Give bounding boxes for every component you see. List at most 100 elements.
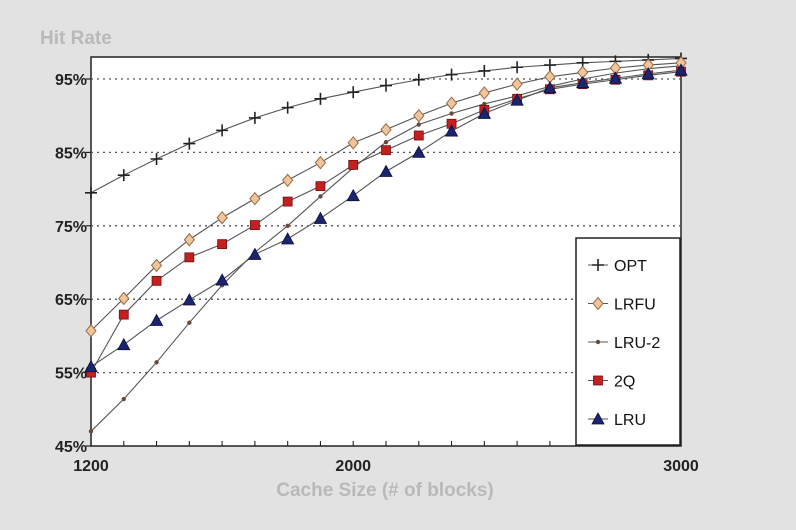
data-point-lru [608,71,623,84]
series-lru [84,63,688,373]
data-point-lrfu [118,291,130,306]
data-point-lrfu [249,191,261,206]
data-point-lrfu [380,122,392,137]
data-point-lrfu [445,96,458,111]
legend-item-lru2: LRU-2 [588,335,660,352]
data-point-opt [445,68,458,81]
data-point-opt [347,86,360,99]
legend-label-lru: LRU [614,412,646,429]
data-point-lrfu [413,108,425,123]
data-point-lru [510,93,524,106]
legend-item-2q: 2Q [588,374,635,391]
data-point-lru [182,293,197,306]
data-point-2q [381,145,391,156]
x-tick-label: 2000 [335,458,371,475]
y-axis-title: Hit Rate [40,28,112,49]
series-layer [84,52,688,434]
x-tick-label: 1200 [73,458,109,475]
data-point-lrfu [85,323,97,338]
legend-label-lrfu: LRFU [614,297,656,314]
data-point-2q [249,220,260,230]
data-point-opt [216,124,229,137]
data-point-lru [346,188,360,202]
data-point-lru2 [285,223,290,228]
y-tick-label: 65% [55,292,87,309]
data-point-2q [184,252,195,263]
data-point-lru [575,75,590,89]
data-point-lrfu [183,232,195,247]
data-point-lru2 [416,122,421,127]
data-point-opt [85,186,97,199]
data-point-2q [151,275,162,286]
data-point-lru [379,164,393,177]
data-point-opt [543,59,556,72]
legend-item-lrfu: LRFU [588,297,656,314]
data-point-lru2 [88,429,94,434]
data-point-lru2 [318,194,323,199]
data-point-lru [444,124,459,137]
y-tick-label: 85% [55,145,87,162]
data-point-lru [477,106,492,119]
data-point-lru [280,232,295,245]
legend-label-opt: OPT [614,258,647,275]
legend-marker-lrfu [592,296,604,311]
data-point-lru2 [383,139,389,145]
legend-label-2q: 2Q [614,374,635,391]
data-point-opt [412,73,425,86]
data-point-lru2 [154,360,159,365]
data-point-opt [183,137,196,150]
data-point-lru [149,313,164,326]
axis-ticks: 45% 55% 65% 75% 85% 95% 1200 2000 3000 [55,72,699,475]
data-point-lru [313,211,328,224]
data-point-lru2 [449,111,454,116]
legend-marker-lru [591,412,605,425]
y-tick-label: 55% [55,366,87,383]
data-point-2q [118,309,129,320]
x-tick-label: 3000 [663,458,699,475]
legend: OPT LRFU LRU-2 2Q LRU [575,237,681,446]
legend-label-lru2: LRU-2 [614,335,660,352]
legend-marker-opt [592,259,604,271]
data-point-opt [281,101,294,114]
data-point-lrfu [511,77,523,91]
data-point-2q [348,159,359,170]
legend-marker-2q [593,375,603,386]
data-point-2q [413,130,424,141]
data-point-lru [84,359,98,373]
data-point-lru [674,63,688,76]
data-point-lrfu [478,86,490,100]
data-point-lru [412,145,426,158]
data-point-lrfu [282,173,294,188]
data-point-lru [543,80,557,94]
data-point-lru [215,273,229,286]
data-point-lrfu [314,155,327,170]
data-point-lrfu [150,258,163,273]
data-point-2q [282,196,293,207]
x-axis-title: Cache Size (# of blocks) [276,480,494,501]
data-point-lrfu [216,210,228,225]
data-point-lru2 [121,396,126,402]
data-point-opt [117,169,130,182]
y-tick-label: 75% [55,219,87,236]
y-tick-label: 45% [55,439,87,456]
series-lrfu [85,56,687,338]
data-point-opt [314,92,327,105]
data-point-opt [511,61,524,74]
data-point-opt [478,64,491,77]
data-point-lru2 [187,320,192,325]
data-point-2q [217,239,228,250]
data-point-opt [248,111,261,124]
data-point-opt [150,153,163,166]
legend-marker-lru2 [595,339,601,345]
legend-item-lru: LRU [588,412,646,429]
y-tick-label: 95% [55,72,87,89]
data-point-2q [315,181,326,192]
data-point-lrfu [347,136,359,150]
data-point-lru [117,337,131,351]
data-point-opt [380,79,392,92]
data-point-lru [641,67,655,80]
legend-item-opt: OPT [588,258,647,275]
series-opt [85,52,687,199]
data-point-lru [248,247,262,260]
